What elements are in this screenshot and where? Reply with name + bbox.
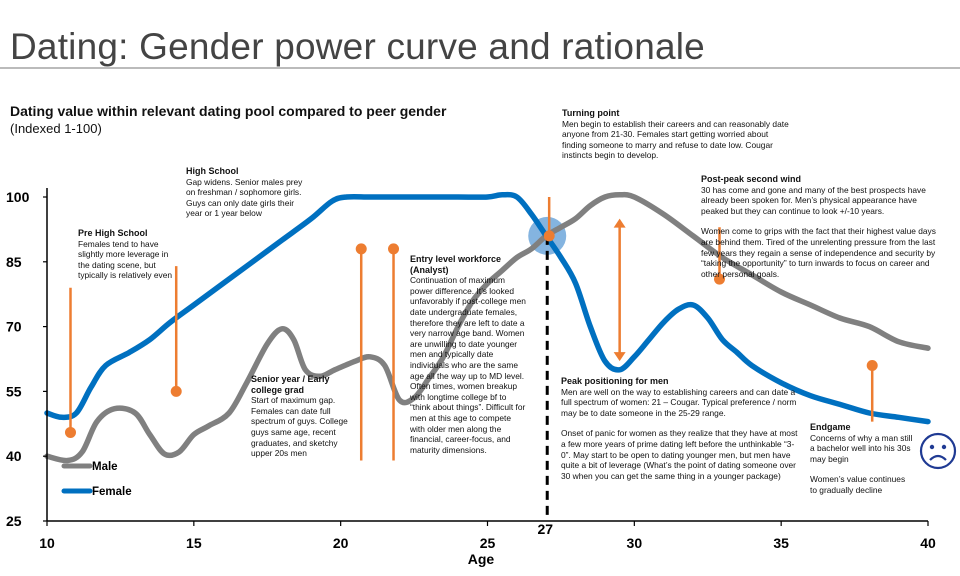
annotation-title: Senior year / Early college grad — [251, 374, 330, 395]
annotation-turning-point: Turning point Men begin to establish the… — [562, 108, 794, 161]
legend-label-male: Male — [92, 461, 118, 473]
annotation-text: Start of maximum gap. Females can date f… — [251, 395, 348, 459]
annotation-title: Entry level workforce (Analyst) — [410, 254, 502, 275]
annotation-pre-high-school: Pre High School Females tend to have sli… — [78, 228, 173, 281]
y-tick-label: 40 — [6, 448, 22, 464]
annotation-title: Peak positioning for men — [561, 376, 669, 386]
annotation-text: 30 has come and gone and many of the bes… — [701, 184, 926, 216]
annotation-endgame: Endgame Concerns of why a man still a ba… — [810, 422, 914, 496]
x-tick-label-highlight: 27 — [537, 521, 553, 537]
annotation-title: Endgame — [810, 422, 851, 432]
x-tick-label: 40 — [920, 535, 936, 551]
annotation-text: Onset of panic for women as they realize… — [561, 428, 798, 481]
annotation-senior-year: Senior year / Early college grad Start o… — [251, 374, 351, 459]
annotation-title: High School — [186, 166, 239, 176]
series-line-male — [44, 191, 931, 464]
y-tick-label: 70 — [6, 319, 22, 335]
x-tick-label: 25 — [480, 535, 496, 551]
marker-dot — [170, 385, 182, 397]
sad-face-icon — [919, 432, 957, 470]
page-title: Dating: Gender power curve and rationale — [10, 26, 705, 67]
series-line-female — [44, 191, 931, 425]
marker-dot — [866, 359, 878, 371]
y-tick-label: 85 — [6, 254, 22, 270]
annotation-high-school: High School Gap widens. Senior males pre… — [186, 166, 304, 219]
annotation-title: Pre High School — [78, 228, 148, 238]
annotation-entry-level: Entry level workforce (Analyst) Continua… — [410, 254, 527, 455]
legend-label-female: Female — [92, 486, 132, 498]
annotation-text: Women’s value continues to gradually dec… — [810, 474, 906, 495]
marker-dot — [543, 230, 555, 242]
annotation-title: Post-peak second wind — [701, 174, 802, 184]
x-tick-label: 15 — [186, 535, 202, 551]
marker-dot — [713, 273, 725, 285]
marker-dot — [64, 426, 76, 438]
chart-subtitle: (Indexed 1-100) — [10, 121, 102, 136]
y-tick-label: 100 — [6, 189, 30, 205]
x-tick-label: 20 — [333, 535, 349, 551]
annotation-text: Women come to grips with the fact that t… — [701, 226, 936, 279]
marker-arrowhead-up — [613, 218, 626, 228]
marker-dot — [388, 243, 400, 255]
marker-dot — [355, 243, 367, 255]
annotation-text: Gap widens. Senior males prey on freshma… — [186, 176, 303, 219]
annotation-text: Men are well on the way to establishing … — [561, 386, 797, 418]
title-divider — [0, 67, 960, 69]
annotation-text: Continuation of maximum power difference… — [410, 275, 526, 455]
x-tick-label: 30 — [627, 535, 643, 551]
x-axis-label: Age — [468, 551, 495, 567]
y-tick-label: 55 — [6, 383, 22, 399]
annotation-text: Concerns of why a man still a bachelor w… — [810, 432, 913, 464]
x-tick-label: 35 — [773, 535, 789, 551]
chart-title: Dating value within relevant dating pool… — [10, 103, 447, 119]
annotation-text: Females tend to have slightly more lever… — [78, 238, 173, 281]
annotation-text: Men begin to establish their careers and… — [562, 118, 789, 161]
x-tick-label: 10 — [39, 535, 55, 551]
marker-arrowhead-down — [613, 352, 626, 362]
annotation-post-peak: Post-peak second wind 30 has come and go… — [701, 174, 940, 279]
y-tick-label: 25 — [6, 513, 22, 529]
annotation-peak-positioning: Peak positioning for men Men are well on… — [561, 376, 799, 481]
annotation-title: Turning point — [562, 108, 620, 118]
